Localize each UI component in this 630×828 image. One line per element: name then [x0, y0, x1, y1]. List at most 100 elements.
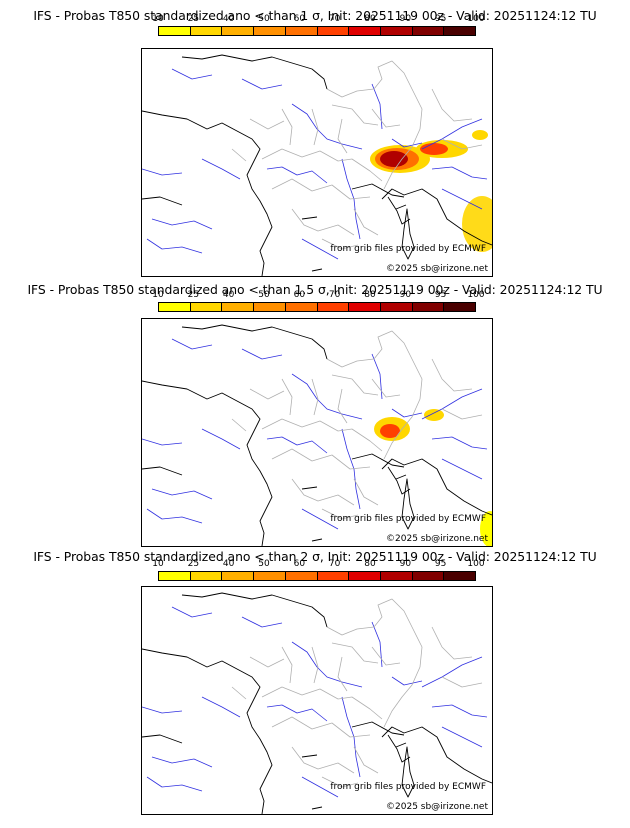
probability-area-low — [472, 130, 488, 140]
colorbar-ticks: 10 25 40 50 60 70 80 90 95 100 — [152, 290, 484, 301]
colorbar-tick-label: 60 — [293, 559, 306, 569]
admin-borders — [231, 598, 483, 788]
colorbar-tick-label: 70 — [328, 290, 341, 300]
panel-title: IFS - Probas T850 standardized ano < tha… — [33, 8, 597, 23]
colorbar-swatch — [159, 572, 191, 580]
copyright-credit: ©2025 sb@irizone.net — [386, 264, 488, 274]
colorbar-tick-label: 10 — [152, 290, 164, 300]
colorbar — [158, 302, 476, 312]
colorbar-tick-label: 50 — [258, 290, 270, 300]
colorbar-tick-label: 50 — [258, 559, 270, 569]
colorbar-tick-label: 95 — [434, 559, 447, 569]
colorbar — [158, 26, 476, 36]
colorbar-tick-label: 10 — [152, 14, 164, 24]
colorbar-tick-label: 60 — [293, 290, 306, 300]
colorbar-swatch — [444, 303, 476, 311]
map-panel-3: IFS - Probas T850 standardized ano < tha… — [0, 537, 630, 828]
colorbar-swatch — [380, 572, 413, 580]
colorbar-tick-label: 90 — [399, 14, 412, 24]
colorbar-tick-label: 90 — [399, 290, 412, 300]
colorbar-tick-label: 25 — [187, 14, 200, 24]
map-canvas — [142, 324, 492, 546]
colorbar-swatch — [412, 27, 445, 35]
coastline — [142, 324, 492, 546]
colorbar-swatch — [285, 27, 318, 35]
colorbar-tick-label: 10 — [152, 559, 164, 569]
map-canvas — [142, 54, 492, 276]
colorbar-swatch — [254, 27, 286, 35]
panel-title: IFS - Probas T850 standardized ano < tha… — [27, 282, 603, 297]
probability-area-mid — [380, 424, 400, 438]
colorbar-swatch — [380, 303, 413, 311]
copyright-credit: ©2025 sb@irizone.net — [386, 534, 488, 544]
colorbar-tick-label: 80 — [364, 14, 376, 24]
colorbar-tick-label: 50 — [258, 14, 270, 24]
source-credit: from grib files provided by ECMWF — [330, 782, 486, 792]
colorbar-tick-label: 25 — [187, 290, 200, 300]
colorbar-swatch — [285, 303, 318, 311]
colorbar-tick-label: 80 — [364, 559, 376, 569]
colorbar-tick-label: 95 — [434, 14, 447, 24]
colorbar-tick-label: 40 — [222, 14, 235, 24]
colorbar-swatch — [190, 572, 223, 580]
colorbar-tick-label: 90 — [399, 559, 412, 569]
colorbar-swatch — [444, 572, 476, 580]
colorbar-swatch — [317, 572, 350, 580]
colorbar-swatch — [222, 572, 255, 580]
copyright-credit: ©2025 sb@irizone.net — [386, 802, 488, 812]
colorbar-swatch — [285, 572, 318, 580]
map-panel-2: IFS - Probas T850 standardized ano < tha… — [0, 269, 630, 547]
colorbar-ticks: 10 25 40 50 60 70 80 90 95 100 — [152, 14, 484, 25]
probability-area-coast — [480, 511, 492, 546]
admin-borders — [231, 60, 483, 250]
colorbar-tick-label: 100 — [467, 559, 485, 569]
colorbar-swatch — [222, 27, 255, 35]
colorbar-swatch — [349, 303, 381, 311]
colorbar-swatch — [412, 303, 445, 311]
probability-area-high — [380, 151, 408, 167]
map-canvas — [142, 592, 492, 814]
colorbar-tick-label: 95 — [434, 290, 447, 300]
colorbar-swatch — [254, 303, 286, 311]
colorbar-tick-label: 80 — [364, 290, 376, 300]
probability-map: from grib files provided by ECMWF ©2025 … — [141, 318, 493, 547]
admin-borders — [231, 330, 483, 520]
river-lines — [142, 338, 488, 530]
river-lines — [142, 68, 488, 260]
colorbar-swatch — [380, 27, 413, 35]
colorbar-tick-label: 40 — [222, 290, 235, 300]
colorbar-tick-label: 70 — [328, 559, 341, 569]
map-panel-1: IFS - Probas T850 standardized ano < tha… — [0, 0, 630, 278]
colorbar-ticks: 10 25 40 50 60 70 80 90 95 100 — [152, 559, 484, 570]
colorbar-swatch — [159, 303, 191, 311]
colorbar-swatch — [412, 572, 445, 580]
colorbar-tick-label: 40 — [222, 559, 235, 569]
colorbar-tick-label: 100 — [467, 290, 485, 300]
colorbar-swatch — [190, 303, 223, 311]
coastline — [142, 54, 492, 276]
colorbar-swatch — [254, 572, 286, 580]
probability-map: from grib files provided by ECMWF ©2025 … — [141, 48, 493, 277]
probability-area-coast — [462, 196, 492, 252]
colorbar-swatch — [349, 27, 381, 35]
probability-area-low — [424, 409, 444, 421]
coastline — [142, 592, 492, 814]
source-credit: from grib files provided by ECMWF — [330, 514, 486, 524]
colorbar-swatch — [444, 27, 476, 35]
colorbar-swatch — [222, 303, 255, 311]
colorbar-tick-label: 60 — [293, 14, 306, 24]
colorbar-swatch — [190, 27, 223, 35]
colorbar — [158, 571, 476, 581]
panel-title: IFS - Probas T850 standardized ano < tha… — [33, 549, 597, 564]
probability-area-mid — [420, 143, 448, 155]
colorbar-tick-label: 25 — [187, 559, 200, 569]
river-lines — [142, 606, 488, 798]
probability-map: from grib files provided by ECMWF ©2025 … — [141, 586, 493, 815]
colorbar-swatch — [159, 27, 191, 35]
source-credit: from grib files provided by ECMWF — [330, 244, 486, 254]
colorbar-swatch — [349, 572, 381, 580]
colorbar-swatch — [317, 303, 350, 311]
colorbar-tick-label: 70 — [328, 14, 341, 24]
colorbar-tick-label: 100 — [467, 14, 485, 24]
colorbar-swatch — [317, 27, 350, 35]
